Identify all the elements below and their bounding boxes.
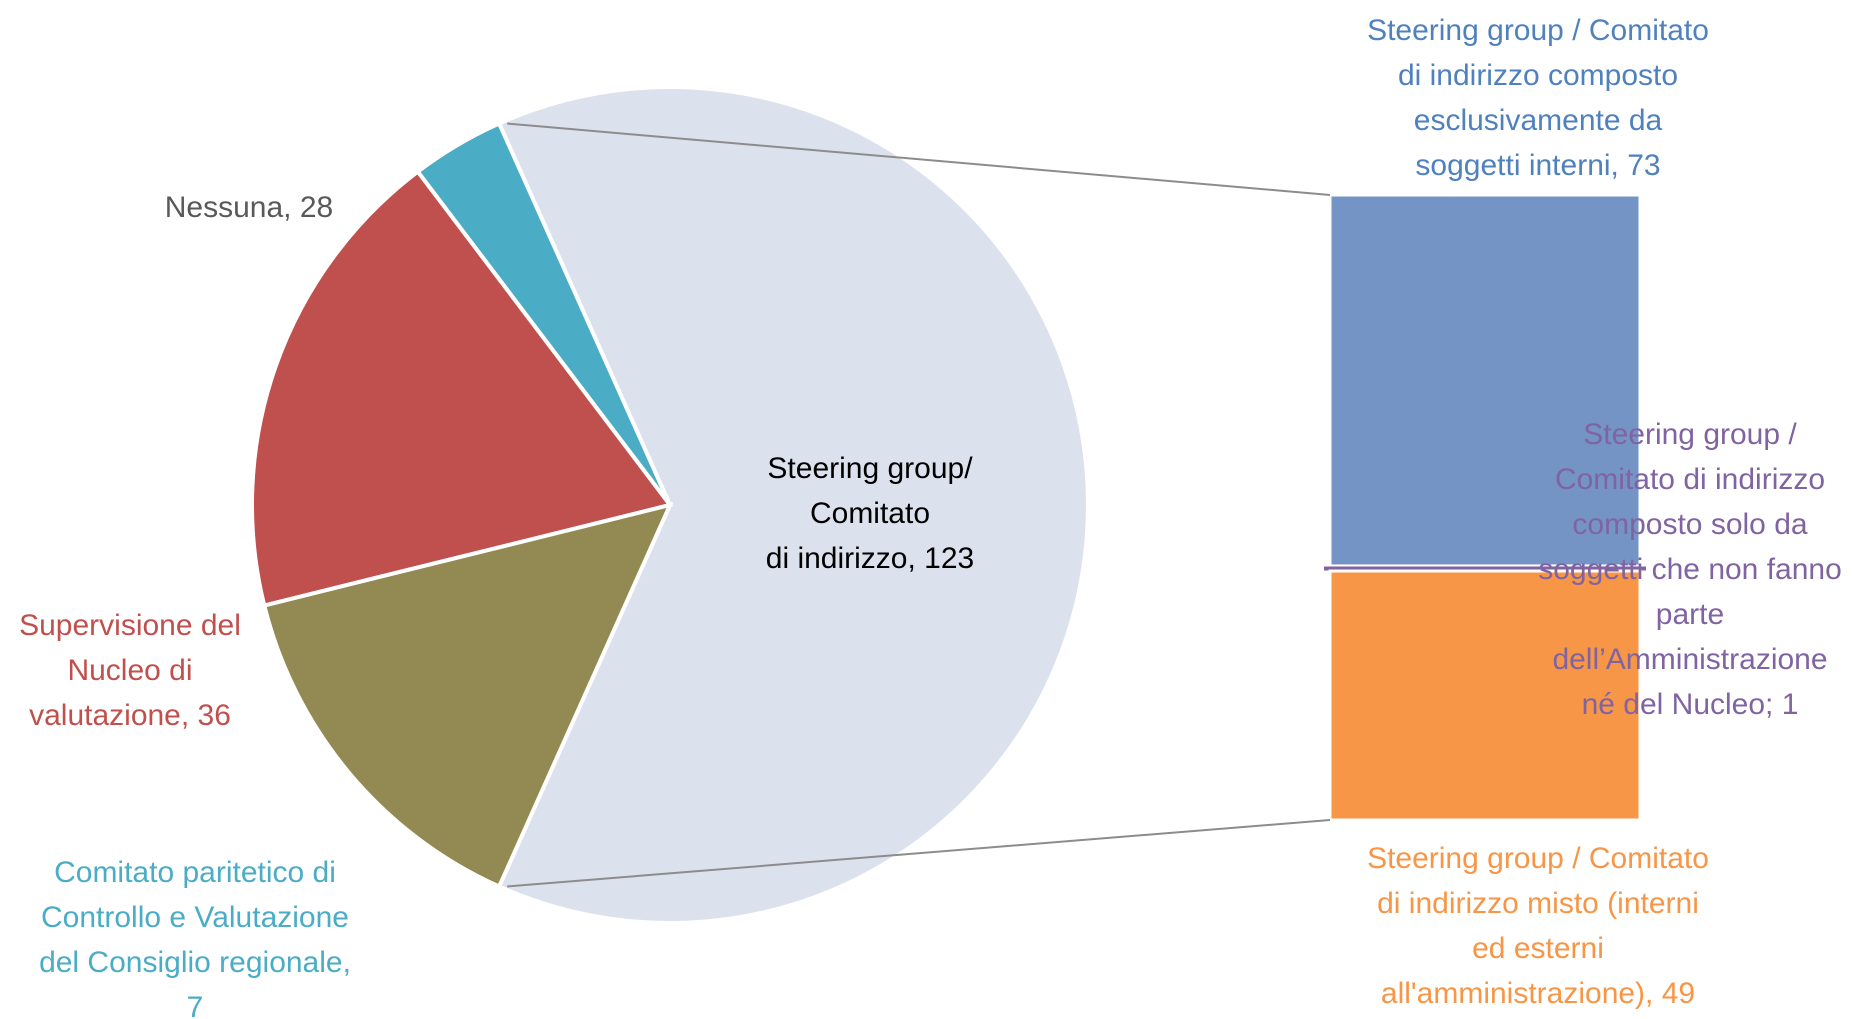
pie-slice-label: Steering group/Comitato di indirizzo, 123 (766, 452, 974, 575)
bar-segment-label: Steering group / Comitato di indirizzo mi… (1367, 842, 1709, 1010)
connector-line (507, 122, 1331, 196)
bar-segment-label: Steering group / Comitato di indirizzo co… (1367, 14, 1709, 182)
connector-line (507, 819, 1331, 888)
pie-slice (496, 85, 1090, 925)
bar-segment (1328, 569, 1642, 822)
bar-segment-label: Steering group / Comitato di indirizzo com… (1538, 418, 1842, 721)
pie-slice-label: Comitato paritetico di Controllo e Valuta… (39, 856, 351, 1019)
pie-slice-label: Supervisione del Nucleo di valutazione, 36 (19, 609, 241, 732)
bar-segment (1328, 193, 1642, 568)
pie-slice (250, 168, 674, 608)
pie-slice-label: Nessuna, 28 (165, 191, 333, 224)
pie-slice (261, 502, 674, 890)
